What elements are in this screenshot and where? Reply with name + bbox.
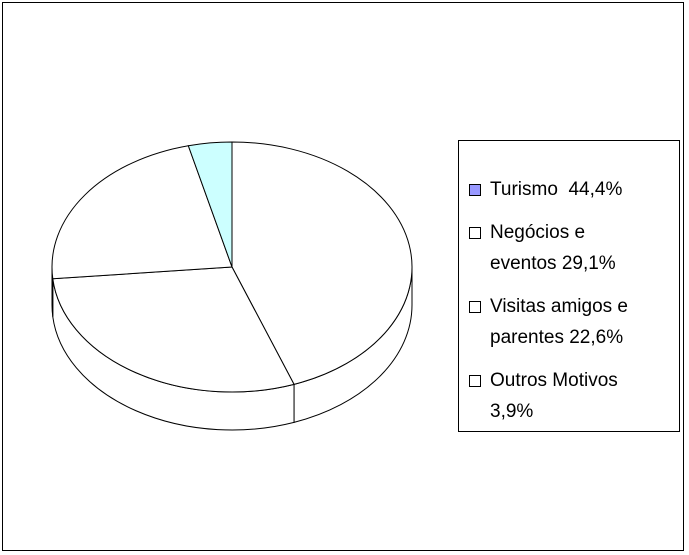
legend-label: Turismo 44,4%	[490, 179, 623, 200]
pie-slice	[187, 141, 233, 268]
legend-label: Visitas amigos e parentes 22,6%	[490, 296, 634, 348]
legend-swatch	[469, 375, 481, 387]
pie-slice	[51, 145, 233, 280]
pie-slice	[231, 141, 413, 385]
legend-swatch	[469, 301, 481, 313]
legend-label: Negócios e eventos 29,1%	[490, 222, 616, 274]
chart-frame	[2, 2, 684, 551]
legend-label: Outros Motivos 3,9%	[490, 370, 624, 422]
legend-item: Visitas amigos e parentes 22,6%	[459, 291, 679, 353]
legend: Turismo 44,4% Negócios e eventos 29,1% Vis…	[458, 140, 680, 432]
legend-item: Turismo 44,4%	[459, 174, 679, 205]
legend-swatch	[469, 227, 481, 239]
legend-item: Negócios e eventos 29,1%	[459, 217, 679, 279]
legend-swatch	[469, 184, 481, 196]
legend-item: Outros Motivos 3,9%	[459, 365, 679, 427]
pie-slice	[52, 266, 295, 393]
